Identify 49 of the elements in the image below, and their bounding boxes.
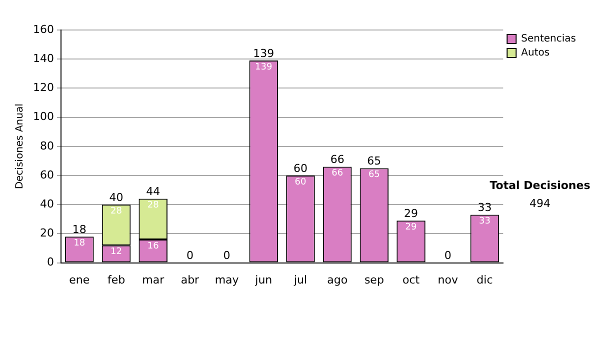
data-label: 66 (332, 168, 344, 179)
data-label: 12 (110, 247, 122, 258)
y-tick-label: 140 (32, 52, 54, 65)
x-tick-label: oct (402, 273, 420, 286)
text: 494 (530, 196, 550, 210)
data-label: 139 (255, 62, 272, 72)
y-axis-title: Decisiones Anual (14, 104, 26, 190)
data-label: 28 (147, 200, 160, 211)
total-label: 66 (330, 153, 344, 166)
data-label: 29 (405, 222, 418, 232)
x-tick-label: mar (142, 273, 165, 286)
total-label: 0 (444, 249, 452, 262)
total-label: 33 (478, 201, 492, 214)
total-label: 0 (186, 249, 194, 262)
data-label: 65 (368, 170, 380, 180)
y-tick-label: 40 (40, 197, 54, 210)
annotation: Total Decisiones (490, 178, 591, 192)
total-label: 18 (72, 222, 86, 236)
x-tick-label: abr (180, 273, 200, 286)
data-label: 16 (147, 241, 160, 252)
y-tick-label: 120 (32, 81, 54, 94)
total-label: 0 (223, 249, 230, 262)
data-label: 18 (74, 238, 86, 248)
y-tick-label: 20 (40, 226, 54, 240)
x-tick-label: ene (69, 273, 90, 286)
data-label: 33 (478, 216, 490, 227)
x-tick-label: dic (476, 273, 493, 286)
y-tick-label: 160 (32, 22, 54, 36)
data-label: 60 (294, 177, 306, 188)
legend-label: Autos (521, 48, 550, 59)
x-tick-label: jul (292, 273, 308, 286)
x-tick-label: nov (438, 273, 458, 286)
x-tick-label: may (214, 273, 240, 286)
y-tick-label: 0 (46, 256, 54, 269)
total-label: 29 (404, 206, 418, 220)
total-label: 40 (109, 190, 124, 204)
total-label: 44 (146, 185, 160, 198)
total-label: 65 (367, 154, 382, 168)
x-tick-label: sep (364, 273, 384, 286)
y-tick-label: 100 (32, 110, 54, 124)
x-tick-label: jun (254, 273, 272, 286)
x-tick-label: ago (327, 273, 348, 286)
y-tick-label: 60 (40, 168, 54, 182)
y-tick-label: 80 (40, 139, 54, 152)
x-tick-label: feb (107, 273, 126, 286)
legend-label: Sentencias (521, 34, 576, 45)
total-label: 139 (253, 46, 274, 60)
data-label: 28 (110, 206, 122, 216)
total-label: 60 (293, 162, 308, 175)
